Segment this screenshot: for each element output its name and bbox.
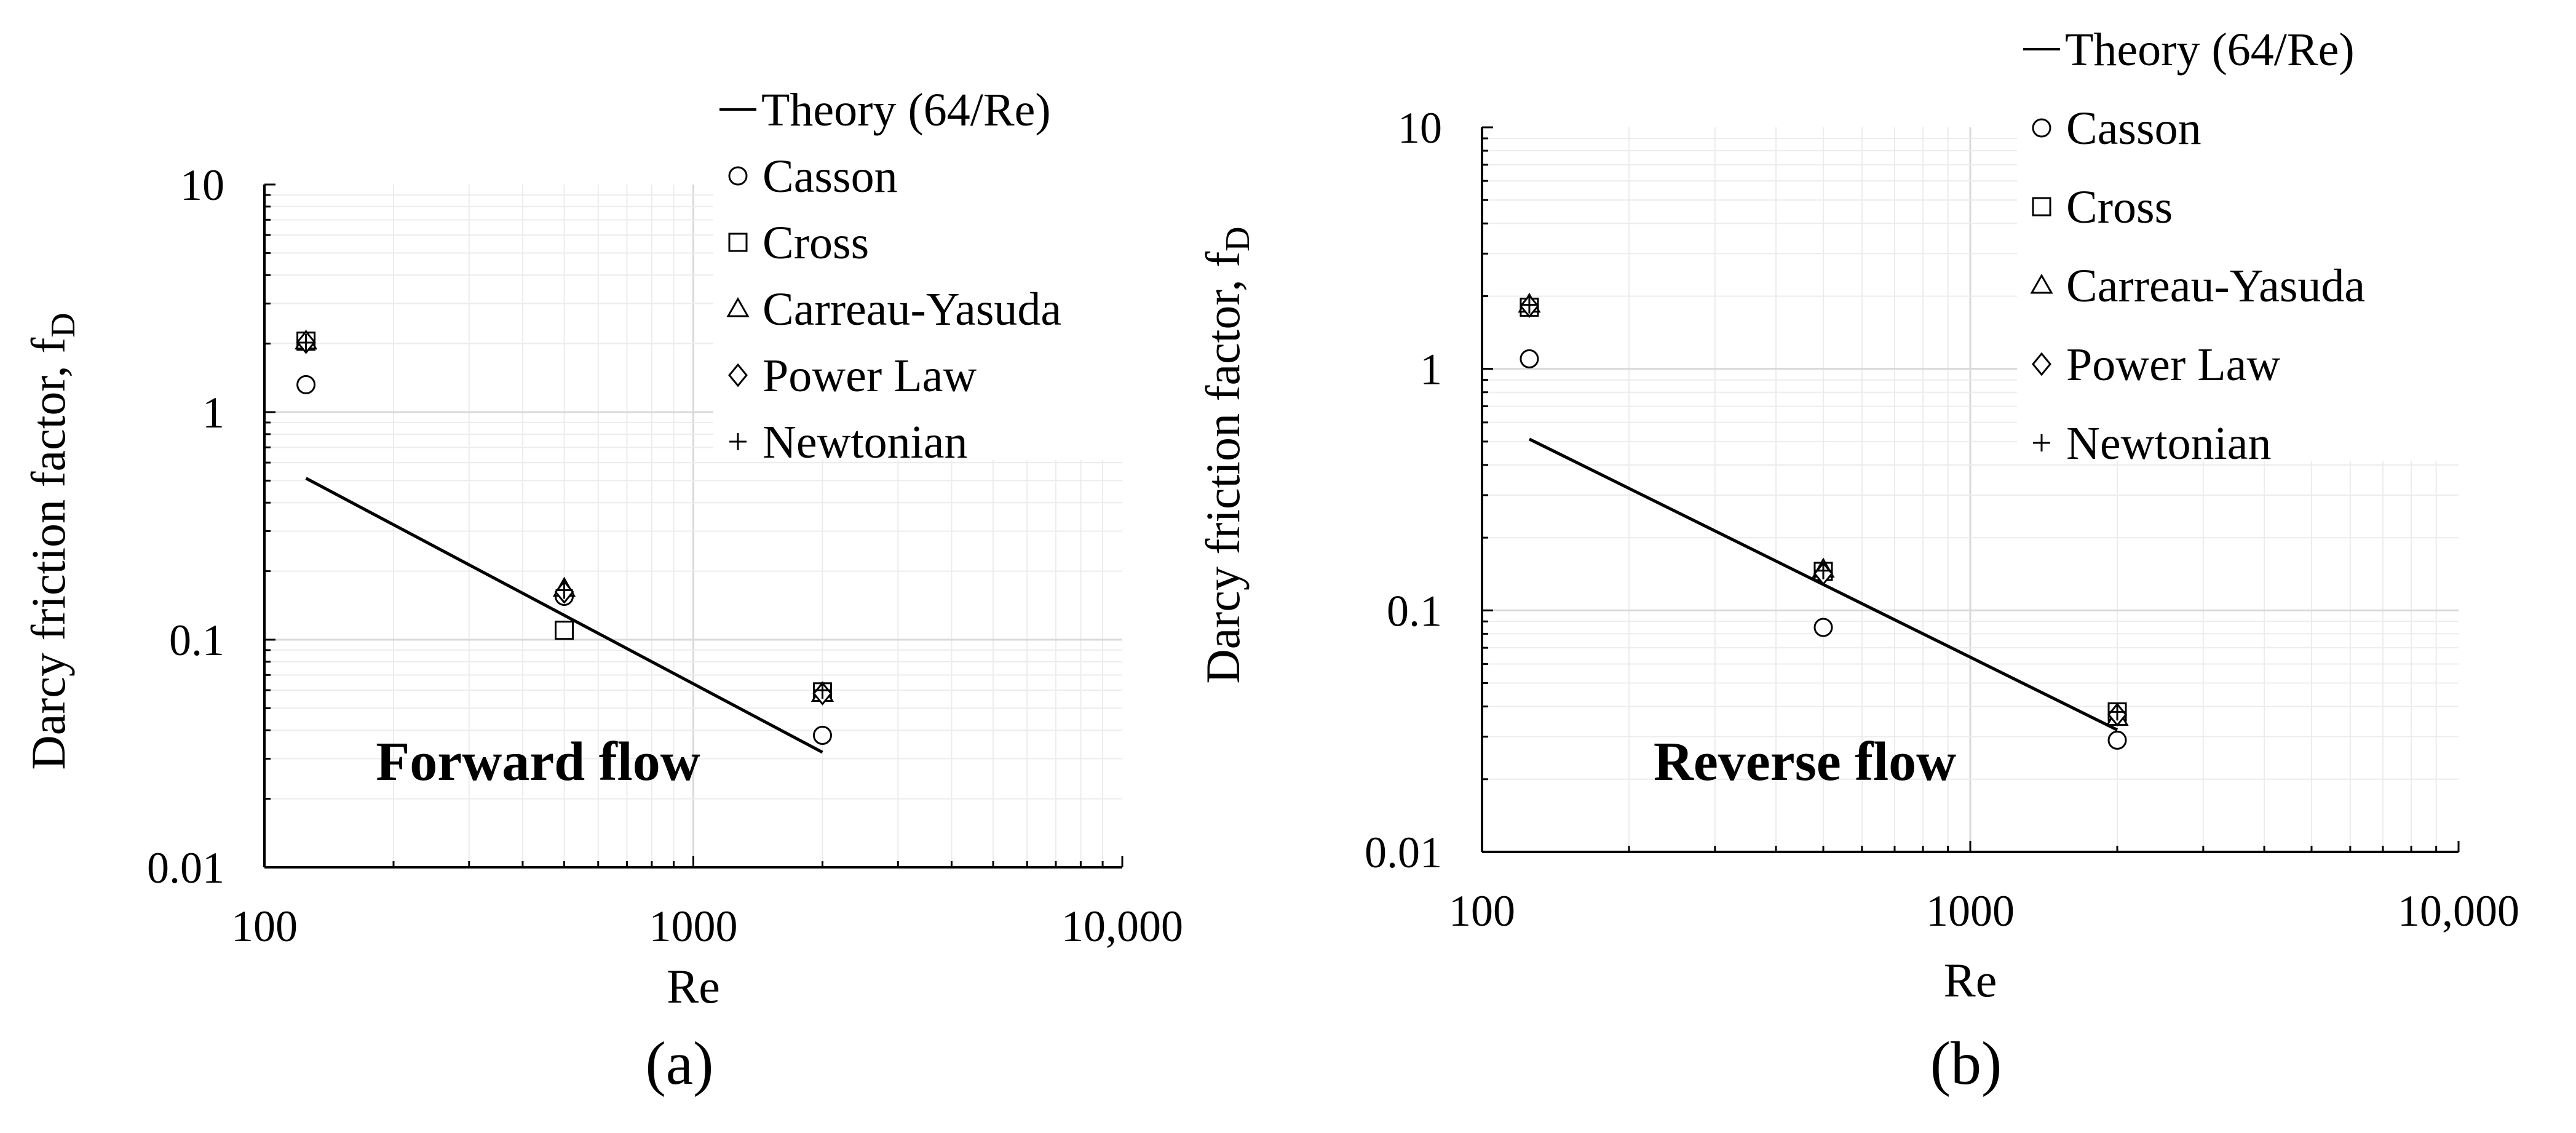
y-tick-label: 1 [1420,345,1442,394]
series-line [305,477,823,754]
data-point-plus [555,581,573,599]
data-point-square [555,621,574,640]
legend-label: Power Law [2066,339,2280,391]
y-axis-title-main: Darcy friction factor, f [1196,252,1250,684]
y-tick-label: 10 [180,161,224,210]
data-point-circle [812,725,832,745]
x-axis-title: Re [1944,953,1997,1007]
legend: Theory (64/Re) Casson Cross Carreau-Yasuda P… [2023,24,2365,469]
y-axis-title: Darcy friction factor, fD [22,312,82,769]
y-tick-label: 1 [202,388,224,437]
legend-symbol-square [2032,197,2051,217]
flow-annotation: Reverse flow [1654,731,1956,792]
legend-label: Cross [2066,181,2173,233]
series-circle [1520,349,2127,750]
legend-symbol-plus [2033,434,2050,451]
y-tick-label: 0.01 [1365,828,1442,877]
legend-label: Theory (64/Re) [2065,24,2355,76]
legend-label: Power Law [763,350,977,402]
x-tick-label: 100 [231,902,298,951]
legend-label: Casson [2066,103,2201,154]
legend-symbol-diamond [2032,352,2051,376]
flow-annotation: Forward flow [376,731,700,792]
legend-symbol-square [728,233,748,252]
series-plus [1520,296,2126,721]
legend: Theory (64/Re) Casson Cross Carreau-Yasuda P… [719,84,1061,468]
legend-label: Carreau-Yasuda [2066,260,2365,312]
theory-line [305,477,823,754]
data-point-plus [1814,562,1832,579]
panel-label: (b) [1930,1029,2002,1097]
data-point-circle [1813,618,1833,637]
y-axis-title-subscript: D [1219,226,1257,251]
series-plus [297,334,831,699]
panel-a: 100 1000 10,000 0.01 0.1 1 10 Re Darcy friction … [22,84,1183,1097]
legend-symbol-circle [728,166,748,186]
legend-background [2017,54,2471,461]
x-axis-title: Re [667,960,720,1013]
legend-label: Newtonian [2066,418,2271,469]
data-point-circle [2107,730,2127,750]
y-tick-label: 0.01 [147,843,224,892]
y-tick-label: 0.1 [169,616,224,665]
legend-symbol-triangle [2030,273,2053,294]
legend-symbol-diamond [728,363,748,388]
x-tick-label: 10,000 [2398,886,2519,936]
panel-label: (a) [646,1029,714,1097]
axes [263,183,1124,869]
y-axis-title-subscript: D [44,312,82,337]
legend-symbol-circle [2032,118,2051,138]
legend-symbol-plus [729,433,747,450]
data-point-plus [2109,703,2126,721]
legend-symbol-triangle [726,296,750,317]
data-point-circle [296,375,316,394]
y-axis-title: Darcy friction factor, fD [1196,226,1257,683]
y-tick-label: 0.1 [1387,586,1442,635]
y-tick-label: 10 [1398,103,1442,153]
x-tick-label: 1000 [1926,886,2015,936]
legend-label: Carreau-Yasuda [763,284,1061,335]
y-axis-title-main: Darcy friction factor, f [22,338,75,770]
legend-label: Casson [763,151,898,202]
data-point-plus [814,682,831,699]
legend-label: Newtonian [763,416,967,468]
axes [1481,126,2460,853]
x-tick-label: 100 [1449,886,1515,936]
panel-b: 100 1000 10,000 0.01 0.1 1 10 Re Darcy friction … [1196,24,2519,1097]
data-point-circle [1520,349,1539,368]
legend-label: Theory (64/Re) [761,84,1051,136]
data-point-plus [297,334,315,352]
data-point-plus [1520,296,1538,314]
x-tick-label: 1000 [649,902,738,951]
legend-background [713,111,1135,460]
legend-label: Cross [763,217,869,269]
x-tick-label: 10,000 [1061,902,1183,951]
